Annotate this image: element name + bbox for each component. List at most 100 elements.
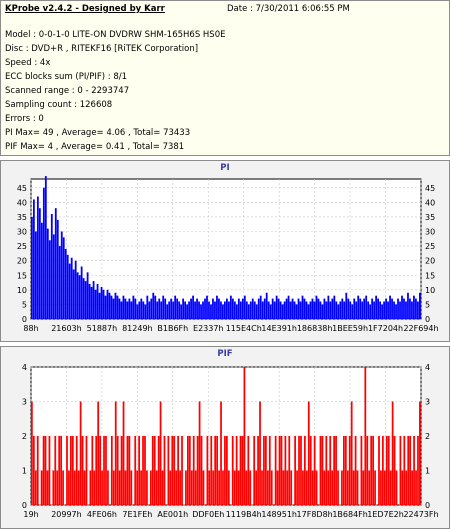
data-bar: [146, 470, 148, 505]
data-bar: [174, 295, 177, 319]
data-bar: [32, 436, 35, 505]
data-bar: [263, 298, 266, 319]
data-bar: [185, 470, 187, 505]
pi-summary-line: PI Max= 49 , Average= 4.06 , Total= 7343…: [5, 128, 191, 138]
data-bar: [347, 298, 350, 319]
data-bar: [74, 260, 77, 319]
data-bar: [196, 298, 198, 319]
data-bar: [245, 470, 248, 505]
data-bar: [241, 298, 244, 319]
data-bar: [98, 292, 101, 319]
data-bar: [265, 436, 267, 505]
data-bar: [374, 470, 376, 505]
data-bar: [393, 436, 396, 505]
data-bar: [122, 401, 125, 505]
data-bar: [155, 470, 158, 505]
data-bar: [227, 470, 230, 505]
x-tick-label: 22F694h: [403, 324, 438, 333]
data-bar: [315, 295, 318, 319]
data-bar: [279, 301, 282, 319]
data-bar: [275, 295, 278, 319]
data-bar: [370, 436, 373, 505]
data-bar: [159, 401, 162, 505]
data-bar: [348, 436, 351, 505]
data-bar: [126, 436, 129, 505]
data-bar: [214, 436, 217, 505]
data-bar: [156, 301, 159, 319]
data-bar: [169, 470, 172, 505]
data-bar: [335, 301, 338, 319]
data-bar: [60, 436, 63, 505]
info-panel: KProbe v2.4.2 - Designed by Karr Date : …: [0, 0, 450, 156]
data-bar: [192, 295, 194, 319]
data-bar: [283, 301, 286, 319]
data-bar: [286, 470, 289, 505]
data-bar: [161, 470, 164, 505]
data-bar: [36, 196, 39, 319]
data-bar: [224, 436, 226, 505]
data-bar: [280, 436, 283, 505]
data-bar: [395, 304, 397, 319]
data-bar: [327, 295, 330, 319]
data-bar: [243, 367, 246, 505]
data-bar: [102, 289, 105, 319]
x-tick-label: 1BEE59h: [332, 324, 368, 333]
data-bar: [299, 301, 302, 319]
data-bar: [282, 470, 285, 505]
data-bar: [415, 298, 417, 319]
data-bar: [81, 436, 84, 505]
data-bar: [208, 470, 211, 505]
data-bar: [142, 301, 145, 319]
data-bar: [351, 304, 354, 319]
data-bar: [419, 292, 421, 319]
data-bar: [229, 295, 232, 319]
data-bar: [327, 470, 330, 505]
data-bar: [383, 301, 385, 319]
data-bar: [257, 298, 260, 319]
data-bar: [138, 301, 141, 319]
data-bar: [387, 301, 389, 319]
data-bar: [269, 304, 272, 319]
data-bar: [239, 301, 242, 319]
data-bar: [337, 304, 340, 319]
data-bar: [293, 301, 296, 319]
data-bar: [112, 298, 115, 319]
data-bar: [112, 470, 115, 505]
data-bar: [235, 436, 238, 505]
data-bar: [179, 470, 181, 505]
data-bar: [241, 436, 244, 505]
data-bar: [196, 436, 199, 505]
pi-chart-panel: PI 0 0 5 5 10 10 15 15 20 20 25 25 30 30 35 35 40 40 45 45 8…: [0, 160, 450, 342]
data-bar: [136, 470, 139, 505]
data-bar: [120, 436, 123, 505]
data-bar: [385, 436, 388, 505]
data-bar: [78, 275, 81, 319]
data-bar: [167, 436, 170, 505]
pif-chart-panel: PIF 0 0 1 1 2 2 3 3 4 4 19h 20997h 4FE06h 7E1FEh AE001…: [0, 346, 450, 529]
data-bar: [122, 295, 125, 319]
pi-chart: 0 0 5 5 10 10 15 15 20 20 25 25 30 30 35 35 40 40 45 45 88h 2…: [17, 176, 439, 333]
data-bar: [118, 298, 121, 319]
data-bar: [170, 298, 173, 319]
data-bar: [130, 301, 133, 319]
data-bar: [307, 304, 310, 319]
data-bar: [85, 436, 88, 505]
data-bar: [212, 470, 215, 505]
data-bar: [325, 301, 328, 319]
data-bar: [284, 436, 287, 505]
data-bar: [32, 199, 35, 319]
data-bar: [251, 298, 254, 319]
data-bar: [130, 470, 133, 505]
data-bar: [188, 436, 191, 505]
data-bar: [182, 298, 185, 319]
data-bar: [323, 298, 326, 319]
data-bar: [92, 281, 95, 319]
data-bar: [313, 436, 316, 505]
data-bar: [350, 401, 353, 505]
data-bar: [89, 470, 92, 505]
data-bar: [290, 470, 293, 505]
data-bar: [233, 301, 236, 319]
data-bar: [120, 301, 123, 319]
data-bar: [372, 436, 375, 505]
data-bar: [116, 295, 119, 319]
